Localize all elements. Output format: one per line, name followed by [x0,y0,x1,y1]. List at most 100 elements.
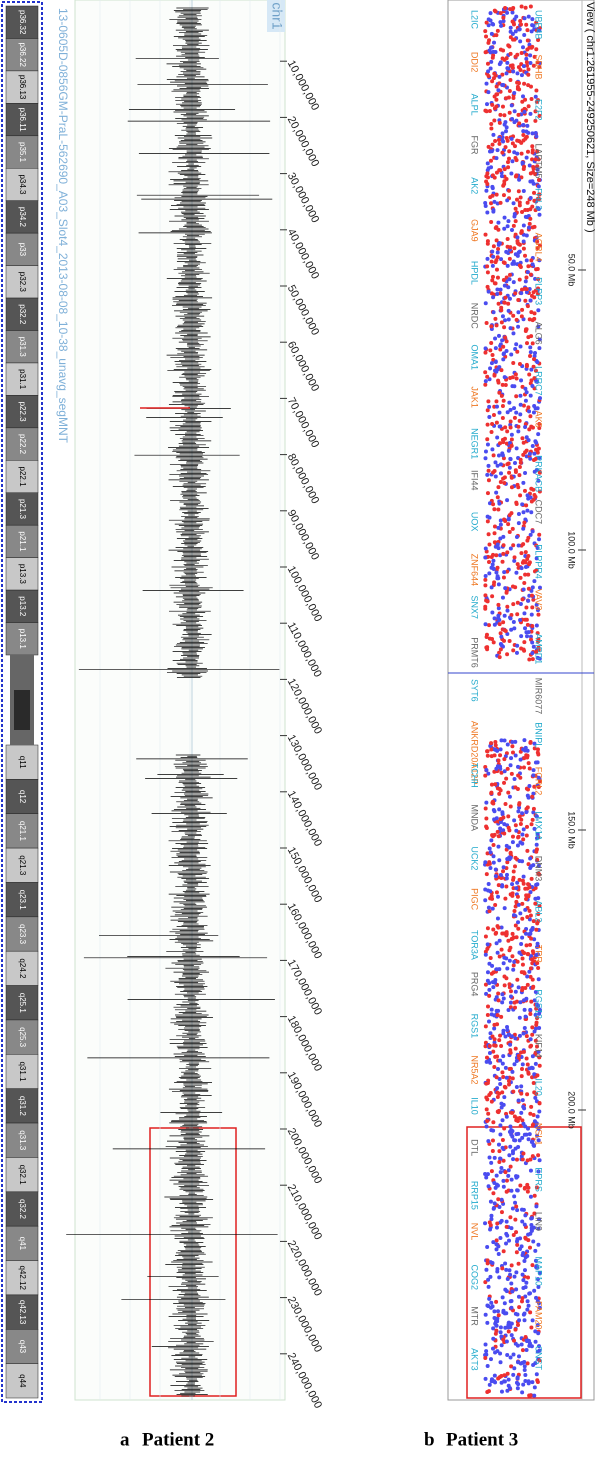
probe-dot [505,410,510,415]
probe-dot [506,301,511,306]
probe-dot [522,1268,527,1273]
probe-dot [504,249,509,254]
probe-dot [507,188,512,193]
probe-dot [486,144,491,149]
probe-dot [523,886,528,891]
probe-dot [499,770,504,775]
probe-dot [520,1390,525,1395]
probe-dot [499,1343,504,1348]
probe-dot [486,69,491,74]
probe-dot [505,198,510,203]
probe-dot [503,145,508,150]
probe-dot [515,894,520,899]
probe-dot [530,17,535,22]
probe-dot [534,602,539,607]
probe-dot [511,648,516,653]
probe-dot [499,393,504,398]
probe-dot [494,156,499,161]
probe-dot [502,215,507,220]
probe-dot [514,1239,519,1244]
probe-dot [537,1305,542,1310]
gene-label: E2F2 [534,99,544,121]
probe-dot [529,510,534,515]
band-label: p35.1 [18,142,27,163]
probe-dot [484,991,489,996]
probe-dot [494,570,499,575]
probe-dot [529,957,534,962]
probe-dot [492,71,497,76]
probe-dot [485,519,490,524]
probe-dot [528,1012,533,1017]
probe-dot [536,636,541,641]
probe-dot [494,1173,499,1178]
probe-dot [493,474,498,479]
probe-dot [486,463,491,468]
probe-dot [536,478,541,483]
probe-dot [532,746,537,751]
probe-dot [494,399,499,404]
probe-dot [526,882,531,887]
probe-dot [520,1360,525,1365]
probe-dot [522,951,527,956]
probe-dot [483,108,488,113]
probe-dot [484,768,489,773]
probe-dot [492,507,497,512]
probe-dot [523,253,528,258]
probe-dot [521,480,526,485]
probe-dot [509,1188,514,1193]
probe-dot [534,945,539,950]
probe-dot [529,293,534,298]
probe-dot [492,817,497,822]
probe-dot [515,253,520,258]
probe-dot [524,1034,529,1039]
probe-dot [508,804,513,809]
probe-dot [498,462,503,467]
ideogram-band [5,1294,39,1330]
probe-dot [497,1149,502,1154]
probe-dot [535,1277,540,1282]
probe-dot [521,138,526,143]
probe-dot [515,71,520,76]
probe-dot [499,174,504,179]
probe-dot [495,250,500,255]
probe-dot [509,485,514,490]
probe-dot [486,399,491,404]
probe-dot [497,120,502,125]
probe-dot [505,652,510,657]
probe-dot [508,25,513,30]
probe-dot [510,1151,515,1156]
probe-dot [490,1346,495,1351]
probe-dot [493,743,498,748]
probe-dot [514,828,519,833]
probe-dot [514,1085,519,1090]
probe-dot [537,903,542,908]
probe-dot [534,1372,539,1377]
probe-dot [494,404,499,409]
probe-dot [533,989,538,994]
probe-dot [507,1386,512,1391]
probe-dot [495,1267,500,1272]
band-label: q42.13 [18,1300,27,1325]
probe-dot [485,264,490,269]
probe-dot [523,626,528,631]
probe-dot [535,406,540,411]
probe-dot [488,366,493,371]
probe-dot [513,785,518,790]
probe-dot [511,913,516,918]
probe-dot [498,1081,503,1086]
probe-dot [483,593,488,598]
probe-dot [496,1252,501,1257]
probe-dot [506,66,511,71]
probe-dot [521,317,526,322]
probe-dot [497,650,502,655]
band-label: p13.1 [18,629,27,650]
probe-dot [526,72,531,77]
probe-dot [488,158,493,163]
probe-dot [483,860,488,865]
probe-dot [485,270,490,275]
probe-dot [502,1373,507,1378]
gene-label: DDI2 [470,52,480,73]
probe-dot [517,1305,522,1310]
probe-dot [514,650,519,655]
probe-dot [529,29,534,34]
